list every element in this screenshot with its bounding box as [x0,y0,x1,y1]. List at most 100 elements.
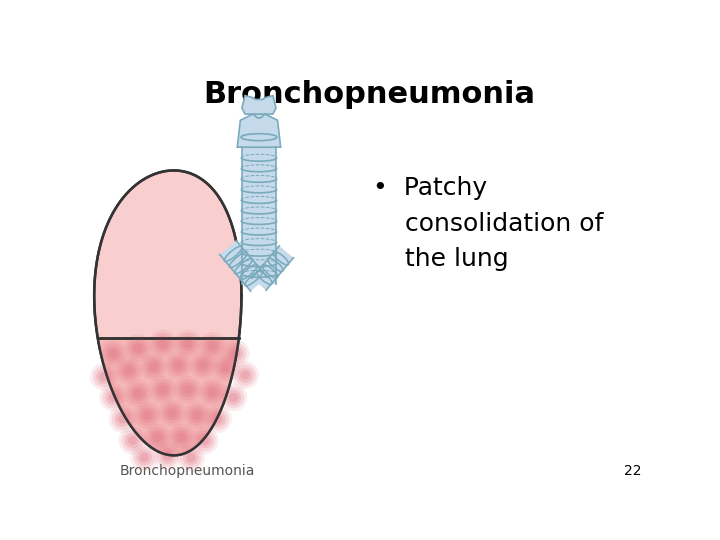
Circle shape [204,384,220,400]
Circle shape [186,404,208,426]
Circle shape [171,357,186,373]
Circle shape [234,364,256,386]
Circle shape [180,447,202,468]
Circle shape [177,444,204,471]
Circle shape [189,351,217,379]
Circle shape [149,330,177,357]
Circle shape [161,402,183,423]
Polygon shape [98,338,239,455]
Circle shape [231,361,259,389]
Circle shape [213,414,222,423]
Circle shape [153,433,162,442]
Circle shape [128,436,138,445]
Circle shape [137,404,158,426]
Circle shape [90,363,118,390]
Circle shape [114,356,143,384]
Circle shape [118,360,140,381]
Circle shape [130,386,145,401]
Circle shape [127,338,149,359]
Circle shape [149,376,177,403]
Circle shape [143,423,171,451]
Circle shape [106,390,121,405]
Circle shape [180,336,195,351]
Circle shape [93,366,114,387]
Circle shape [199,378,226,406]
Circle shape [238,367,253,383]
Circle shape [202,381,223,403]
Circle shape [183,339,192,348]
Circle shape [204,405,232,433]
Circle shape [174,330,202,357]
Circle shape [130,444,158,471]
Circle shape [140,408,155,423]
Circle shape [183,401,211,429]
Circle shape [163,451,172,461]
Circle shape [118,414,127,423]
Circle shape [215,356,236,378]
Circle shape [152,379,174,401]
Circle shape [127,383,149,404]
Circle shape [112,408,133,430]
Circle shape [197,433,212,448]
Circle shape [225,390,241,405]
Circle shape [109,393,118,402]
Circle shape [199,361,208,370]
Circle shape [229,393,238,402]
Circle shape [195,357,211,373]
Circle shape [204,338,220,354]
Circle shape [218,360,233,375]
Circle shape [180,382,195,397]
Circle shape [168,408,177,417]
Circle shape [133,401,161,429]
Circle shape [221,363,230,372]
Polygon shape [238,114,281,147]
Circle shape [202,335,223,356]
Circle shape [225,343,246,364]
Circle shape [102,343,124,364]
Circle shape [106,346,121,361]
Circle shape [109,405,137,433]
Circle shape [171,427,192,448]
Text: Bronchopneumonia: Bronchopneumonia [120,463,255,477]
Polygon shape [220,241,267,291]
Circle shape [164,351,192,379]
Circle shape [114,411,130,427]
Circle shape [158,399,186,427]
Text: •  Patchy
    consolidation of
    the lung: • Patchy consolidation of the lung [373,177,603,271]
Circle shape [191,427,219,455]
Circle shape [208,341,217,350]
Circle shape [231,349,240,358]
Circle shape [174,376,202,403]
Circle shape [130,340,145,356]
Circle shape [147,427,168,448]
Circle shape [183,450,199,465]
Circle shape [177,333,199,354]
Circle shape [155,382,171,397]
Circle shape [133,447,155,468]
Circle shape [177,379,199,401]
Circle shape [222,387,244,408]
Circle shape [149,362,158,372]
Circle shape [121,363,137,378]
Circle shape [153,442,181,470]
Circle shape [210,411,225,427]
Circle shape [102,387,124,408]
Circle shape [168,354,189,376]
Circle shape [168,423,195,451]
Circle shape [140,353,168,381]
Circle shape [186,453,195,462]
Circle shape [200,436,210,445]
Circle shape [143,356,164,377]
Circle shape [183,385,192,394]
Circle shape [240,370,250,380]
Polygon shape [242,96,276,114]
Circle shape [189,408,204,423]
Polygon shape [252,246,294,290]
Circle shape [143,410,152,420]
Circle shape [137,450,152,465]
Circle shape [145,359,161,374]
Circle shape [199,332,226,360]
Circle shape [194,430,215,451]
Circle shape [174,361,183,370]
Polygon shape [94,171,241,455]
